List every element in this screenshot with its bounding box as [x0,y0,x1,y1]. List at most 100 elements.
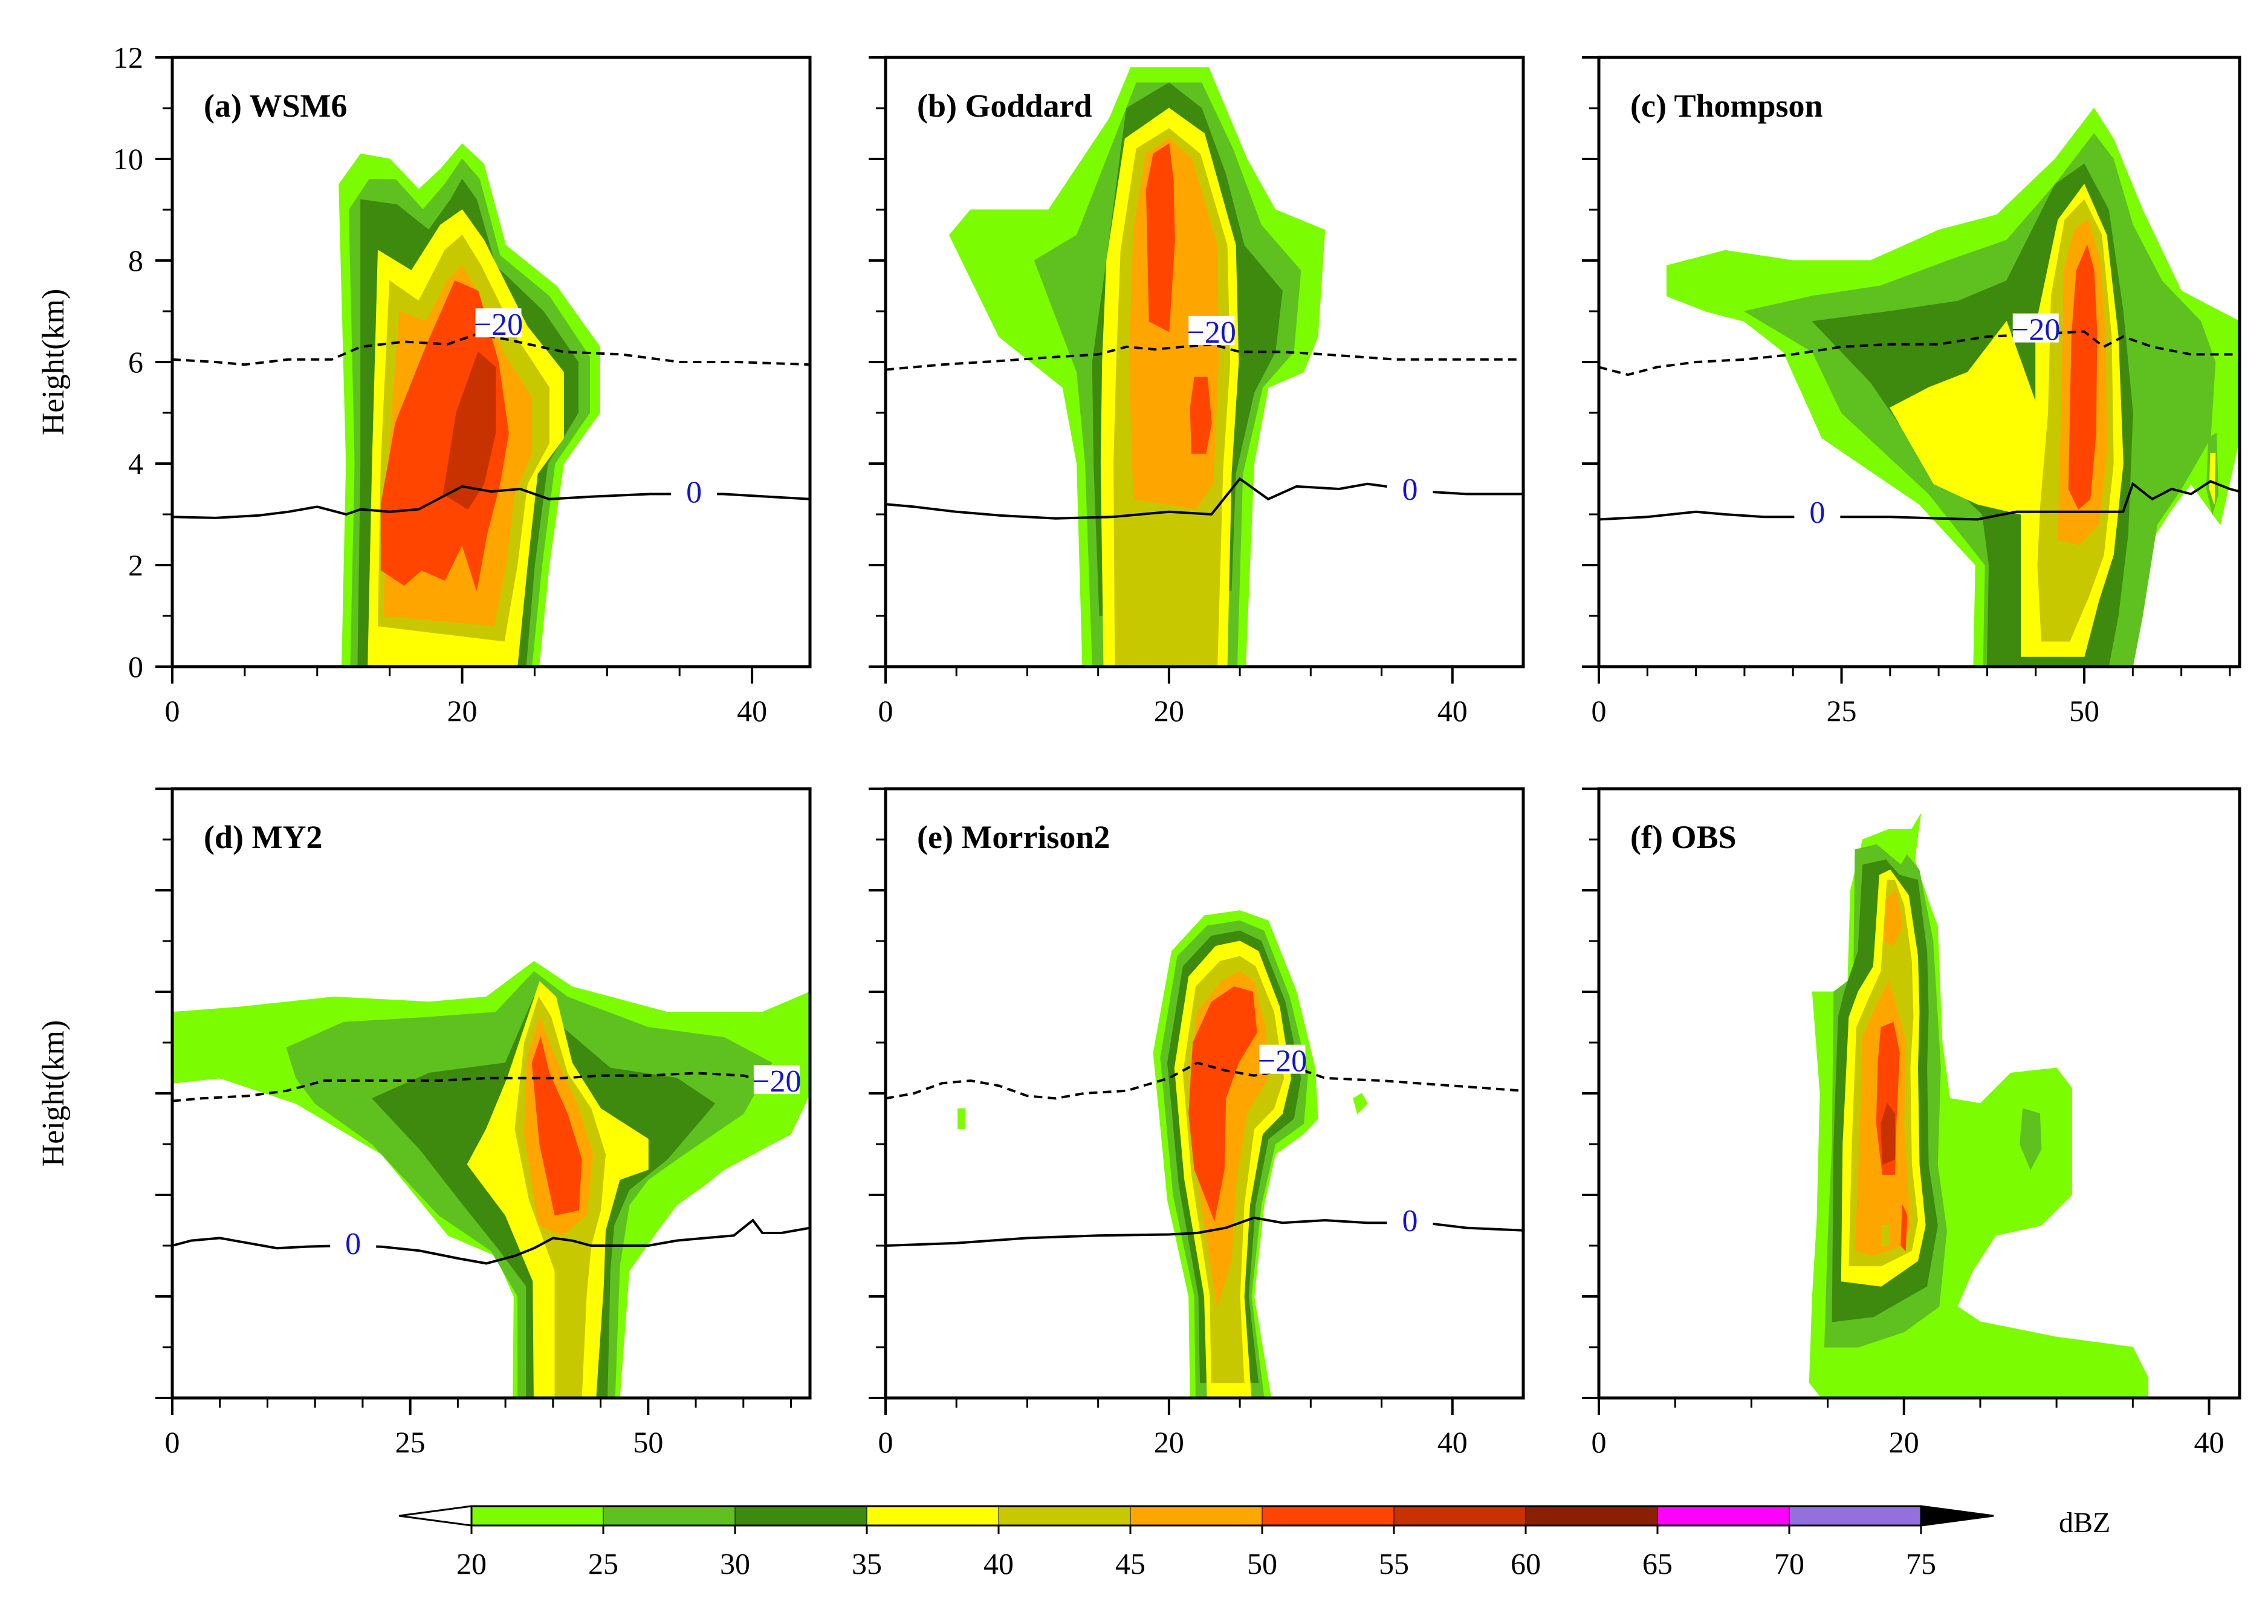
isotherm-0-label: 0 [1402,473,1418,507]
colorbar-bin-35 [866,1506,999,1526]
isotherm-0-line [172,1218,810,1265]
colorbar: dBZ 20 25 30 35 40 45 50 55 60 65 70 75 [398,1505,2110,1580]
isotherm-0-label: 0 [686,475,702,510]
isotherm-0-label: 0 [1809,496,1825,530]
contour-25dbz [2020,1108,2042,1171]
isotherm-0-label-bg [1794,496,1841,525]
colorbar-tick-label: 60 [1511,1547,1541,1580]
contour-50dbz [1145,143,1175,332]
colorbar-bin-20 [471,1506,604,1526]
colorbar-bin-55 [1393,1506,1526,1526]
panel-title: (a) WSM6 [204,88,348,124]
x-tick-label: 0 [165,1425,180,1459]
x-tick-label: 40 [2194,1425,2224,1459]
colorbar-outline [470,1505,1922,1527]
isotherm-0-label-bg [1387,1205,1433,1234]
panel-c: 0 −20 0 25 50 (c) Thompson [1582,56,2241,728]
isotherm-minus20-label: −20 [752,1064,801,1099]
contour-50dbz [2068,244,2098,510]
colorbar-tick-label: 75 [1906,1547,1936,1580]
contour-50dbz [1188,986,1257,1221]
contour-50dbz [1900,1205,1908,1252]
x-tick-label: 40 [737,694,767,728]
x-tick-label: 20 [1154,694,1184,728]
isotherm-minus20-label-bg [2012,313,2059,343]
y-tick-label: 0 [128,650,143,684]
colorbar-bin-45 [1130,1506,1263,1526]
panel-e: 0 −20 0 20 40 (e) Morrison2 [869,787,1525,1459]
contour-40dbz [1881,1224,1891,1246]
colorbar-tick-label: 40 [983,1547,1014,1580]
plot-area: 0 −20 [1599,108,2240,667]
isotherm-minus20-label-bg [1188,315,1235,345]
isotherm-minus20-line [1599,330,2240,377]
colorbar-bin-50 [1262,1506,1395,1526]
x-tick-label: 20 [447,694,478,728]
contour-50dbz [531,1036,582,1216]
panel-title: (e) Morrison2 [917,819,1110,855]
isotherm-minus20-line [172,1072,763,1102]
plot-area: 0 −20 [886,67,1523,667]
colorbar-bin-30 [734,1506,867,1526]
y-tick-label: 10 [113,142,143,176]
panel-d: 0 −20 0 25 50 Height(km) (d) MY2 [36,787,812,1459]
colorbar-tick-label: 20 [456,1547,487,1580]
colorbar-tick-label: 70 [1774,1547,1804,1580]
x-tick-label: 20 [1154,1425,1184,1459]
y-tick-label: 2 [128,548,143,582]
isotherm-minus20-label: −20 [474,308,523,342]
colorbar-bin-40 [998,1506,1131,1526]
colorbar-tick-label: 45 [1115,1547,1145,1580]
contour-20dbz [1353,1093,1368,1114]
colorbar-bin-60 [1525,1506,1658,1526]
isotherm-minus20-line [886,343,1523,371]
colorbar-bin-65 [1657,1506,1790,1526]
x-tick-label: 50 [2069,694,2099,728]
isotherm-minus20-label: −20 [1258,1044,1307,1079]
contour-20dbz [957,1108,965,1130]
panel-a: 0 −20 0 20 40 0 2 4 6 8 10 12 Height(km) (a) WSM6 [36,40,812,728]
panel-b: 0 −20 0 20 40 (b) Goddard [869,56,1525,728]
x-tick-label: 20 [1889,1425,1919,1459]
isotherm-minus20-label: −20 [2011,313,2060,348]
x-tick-label: 25 [395,1425,426,1459]
panel-f: 0 20 40 (f) OBS [1582,787,2241,1459]
contour-55dbz [442,351,496,510]
panel-title: (f) OBS [1630,819,1737,855]
contour-50dbz [1190,377,1212,454]
colorbar-tick-label: 50 [1247,1547,1277,1580]
x-tick-label: 0 [878,1425,893,1459]
x-tick-label: 25 [1827,694,1857,728]
plot-area: 0 −20 [172,960,810,1398]
y-axis-label: Height(km) [36,1020,71,1167]
y-tick-label: 4 [128,447,143,480]
colorbar-unit-label: dBZ [2059,1507,2110,1539]
y-tick-label: 6 [128,345,143,379]
isotherm-0-label: 0 [1402,1204,1418,1238]
x-tick-label: 0 [1592,1425,1607,1459]
isotherm-minus20-label-bg [1259,1044,1306,1074]
y-tick-label: 12 [113,40,143,74]
x-tick-label: 40 [1437,694,1468,728]
panel-title: (b) Goddard [917,88,1092,124]
plot-area: 0 −20 [886,910,1523,1398]
colorbar-tick-label: 30 [720,1547,750,1580]
x-tick-label: 40 [1437,1425,1468,1459]
x-tick-label: 0 [165,694,180,728]
contour-35dbz [2209,453,2216,505]
isotherm-minus20-line [886,1061,1523,1100]
colorbar-bin-25 [603,1506,736,1526]
x-tick-label: 0 [1592,694,1607,728]
isotherm-0-label-bg [1387,473,1433,503]
isotherm-minus20-label-bg [753,1065,800,1095]
x-tick-label: 0 [878,694,893,728]
colorbar-tick-label: 55 [1379,1547,1409,1580]
colorbar-tick-label: 25 [588,1547,618,1580]
plot-area [1809,814,2149,1398]
x-tick-label: 50 [633,1425,663,1459]
y-axis-label: Height(km) [36,289,71,436]
colorbar-tick-label: 65 [1642,1547,1673,1580]
isotherm-0-line [172,485,810,519]
colorbar-bin-70 [1789,1506,1922,1526]
